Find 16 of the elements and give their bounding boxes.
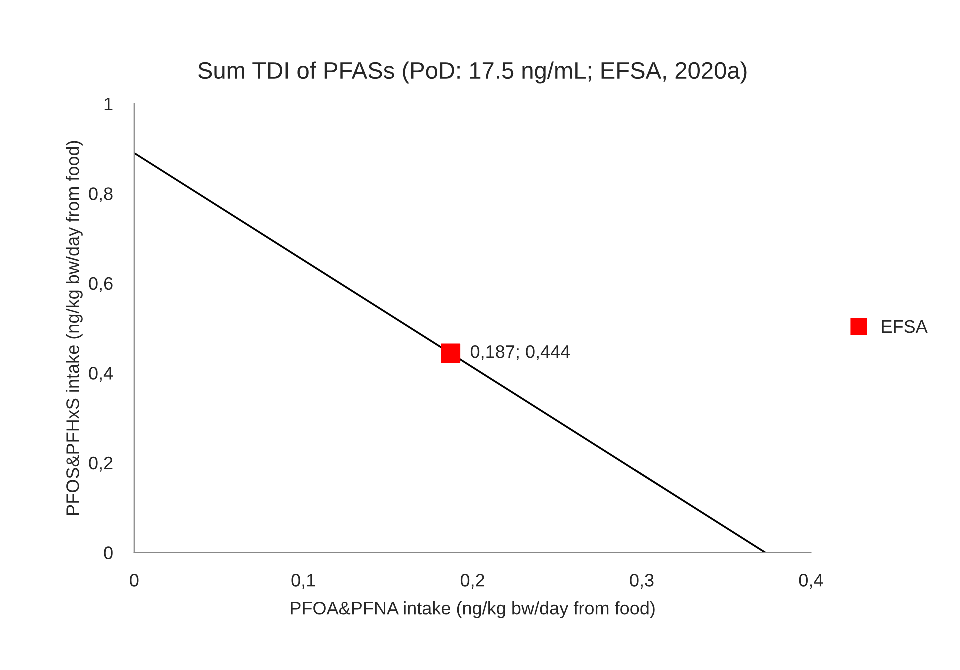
chart-title: Sum TDI of PFASs (PoD: 17.5 ng/mL; EFSA, 2020a) xyxy=(198,62,747,84)
legend-label: EFSA xyxy=(882,320,928,334)
x-tick-label: 0,2 xyxy=(460,574,484,589)
y-tick-label: 0,2 xyxy=(89,456,113,472)
x-axis-title: PFOA&PFNA intake (ng/kg bw/day from food) xyxy=(291,602,655,618)
x-tick-label: 0 xyxy=(130,574,139,587)
y-tick-label: 0,4 xyxy=(89,367,114,382)
y-tick-label: 1 xyxy=(104,98,113,110)
y-tick-label: 0,8 xyxy=(89,188,113,202)
y-tick-label: 0,6 xyxy=(89,277,113,292)
x-tick-label: 0,4 xyxy=(799,574,824,589)
y-axis-title: PFOS&PFHxS intake (ng/kg bw/day from food) xyxy=(66,141,83,515)
x-tick-label: 0,1 xyxy=(292,574,316,589)
y-tick-label: 0 xyxy=(104,546,113,560)
x-tick-label: 0,3 xyxy=(630,574,654,589)
data-label: 0,187; 0,444 xyxy=(470,346,570,360)
